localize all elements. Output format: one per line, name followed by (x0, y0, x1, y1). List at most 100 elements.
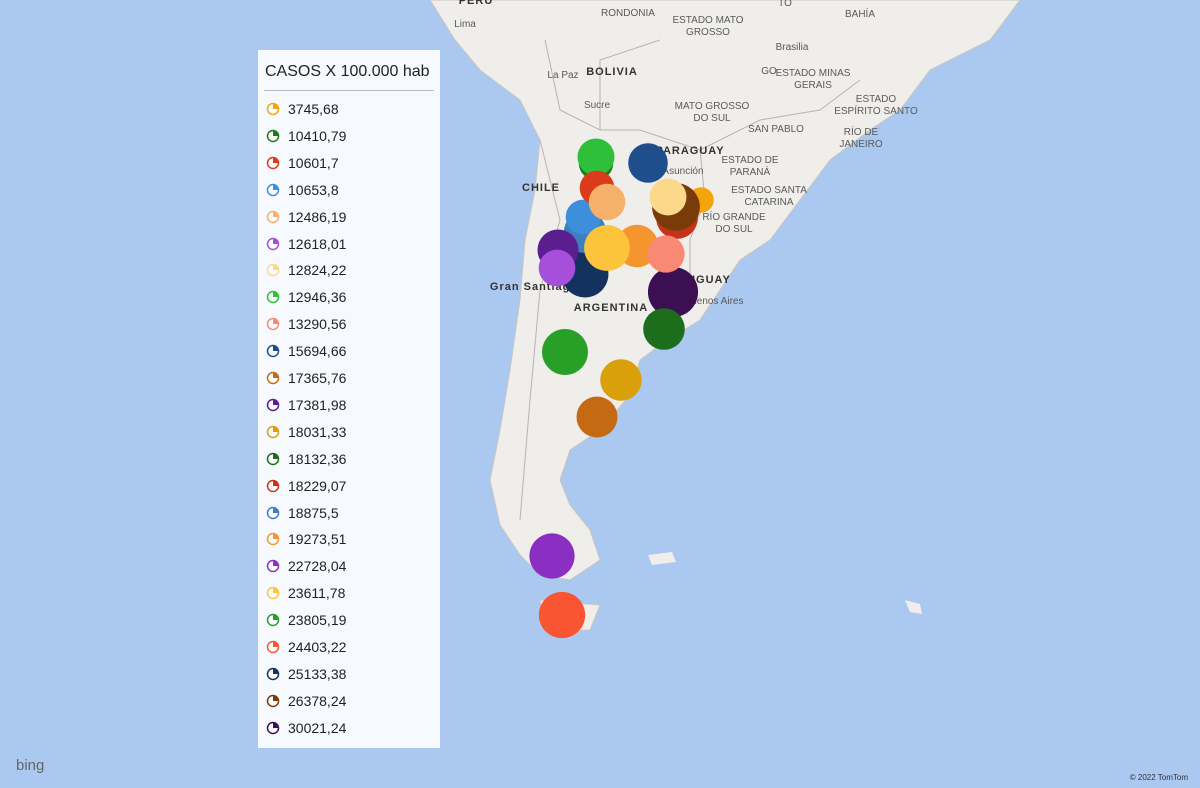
bubble (577, 138, 615, 176)
map-label: PARAGUAY (655, 145, 724, 157)
bubble (529, 533, 575, 579)
map-label: RÍO GRANDE (702, 210, 766, 223)
legend-swatch (273, 211, 279, 217)
legend-item: 12946,36 (266, 287, 346, 307)
bubble (538, 591, 586, 639)
legend-item: 30021,24 (266, 718, 346, 738)
map-label: DO SUL (715, 224, 753, 235)
map-label: CHILE (522, 182, 560, 194)
legend-icon (266, 721, 280, 734)
legend-label: 22728,04 (288, 558, 347, 575)
bubble (576, 396, 618, 438)
legend-swatch (273, 184, 279, 190)
legend-label: 10601,7 (288, 154, 339, 171)
map-label: RÍO DE (844, 125, 879, 138)
legend-swatch (273, 318, 279, 325)
map-label: GROSSO (686, 27, 730, 38)
legend-item: 18031,33 (266, 422, 346, 442)
legend-label: 15694,66 (288, 343, 347, 360)
legend-item: 19273,51 (266, 529, 346, 549)
legend-item: 3745,68 (266, 99, 339, 119)
legend-item: 25133,38 (266, 664, 346, 684)
legend-label: 24403,22 (288, 639, 347, 655)
map-label: GO (761, 66, 777, 77)
legend-label: 23805,19 (288, 612, 347, 629)
legend-icon (266, 371, 280, 385)
legend-icon (266, 237, 280, 250)
legend-label: 12946,36 (288, 289, 347, 306)
island (905, 600, 922, 614)
legend: CASOS X 100.000 hab 3745,68 10410,79 10601… (258, 50, 440, 748)
legend-item: 15694,66 (266, 341, 346, 361)
legend-icon (266, 506, 280, 519)
legend-swatch (273, 668, 279, 674)
legend-swatch (273, 345, 279, 352)
legend-swatch (273, 238, 279, 244)
bubble (600, 359, 642, 401)
legend-label: 13290,56 (288, 316, 347, 333)
legend-swatch (273, 641, 279, 647)
legend-swatch (273, 130, 279, 136)
legend-item: 24403,22 (266, 637, 346, 657)
legend-swatch (273, 614, 279, 621)
legend-label: 18229,07 (288, 477, 347, 494)
map-label: ESTADO MINAS (776, 68, 851, 79)
legend-icon (266, 102, 280, 116)
map-label: BOLIVIA (586, 66, 638, 78)
legend-item: 12824,22 (266, 260, 346, 280)
legend-item: 18875,5 (266, 503, 339, 523)
legend-item: 12618,01 (266, 234, 346, 254)
legend-label: 12486,19 (288, 208, 347, 225)
legend-item: 23805,19 (266, 610, 346, 630)
legend-icon (266, 667, 280, 681)
legend-swatch (273, 480, 279, 486)
map-label: Sucre (584, 100, 611, 111)
bubble (538, 249, 576, 287)
map-label: ARGENTINA (574, 302, 648, 314)
legend-swatch (273, 399, 279, 405)
map-label: ESTADO DE (721, 155, 778, 166)
legend-item: 17365,76 (266, 368, 346, 388)
map-label: GERAIS (794, 80, 832, 91)
legend-icon (266, 586, 280, 600)
legend-label: 12618,01 (288, 235, 347, 252)
map-label: CATARINA (744, 197, 793, 208)
legend-swatch (273, 587, 279, 594)
map-label: BAHÍA (845, 7, 875, 20)
bubble (628, 143, 668, 183)
legend-icon (266, 156, 280, 170)
legend-item: 10410,79 (266, 126, 346, 146)
legend-label: 17381,98 (288, 396, 347, 413)
legend-swatch (273, 722, 279, 728)
legend-swatch (273, 453, 279, 459)
legend-label: 17365,76 (288, 370, 347, 386)
legend-item: 10601,7 (266, 153, 339, 173)
legend-label: 26378,24 (288, 692, 347, 709)
map-label: ESTADO MATO (672, 15, 743, 26)
legend-item: 18132,36 (266, 449, 346, 469)
legend-swatch (273, 291, 279, 298)
legend-icon (266, 640, 280, 654)
legend-item: 17381,98 (266, 395, 346, 415)
legend-title: CASOS X 100.000 hab (265, 63, 430, 80)
map-label: MATO GROSSO (675, 101, 750, 112)
legend-label: 3745,68 (288, 101, 339, 117)
legend-icon (266, 425, 280, 439)
legend-swatch (273, 560, 279, 567)
legend-swatch (273, 157, 279, 163)
bubble (647, 235, 685, 273)
legend-icon (266, 210, 280, 223)
map-label: RONDONIA (601, 8, 655, 19)
bubble (584, 225, 630, 271)
map-label: PARANÁ (730, 165, 771, 178)
legend-item: 13290,56 (266, 314, 346, 334)
copyright: © 2022 TomTom (1130, 773, 1189, 782)
legend-icon (266, 452, 280, 465)
logo: bing (16, 757, 44, 774)
legend-item: 10653,8 (266, 180, 339, 200)
map-label: ESTADO SANTA (731, 185, 807, 196)
map-label: Asunción (662, 166, 703, 177)
border (519, 39, 861, 521)
legend-swatch (273, 372, 279, 378)
